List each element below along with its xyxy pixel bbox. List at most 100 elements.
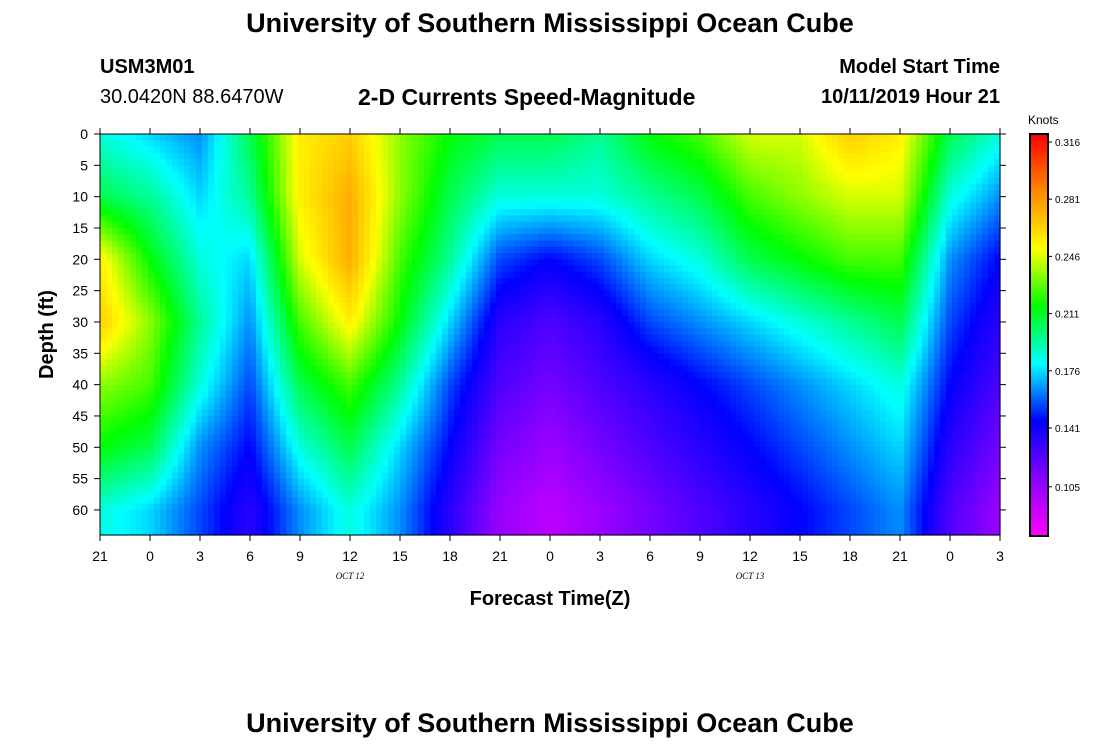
- heatmap-cell: [640, 303, 647, 311]
- heatmap-cell: [652, 284, 659, 292]
- heatmap-cell: [436, 265, 443, 273]
- heatmap-cell: [304, 271, 311, 279]
- heatmap-cell: [460, 309, 467, 317]
- heatmap-cell: [874, 165, 881, 173]
- heatmap-cell: [952, 284, 959, 292]
- heatmap-cell: [454, 278, 461, 285]
- heatmap-cell: [616, 152, 623, 160]
- heatmap-cell: [172, 315, 179, 323]
- heatmap-cell: [190, 253, 197, 260]
- heatmap-cell: [562, 159, 569, 166]
- heatmap-cell: [766, 209, 773, 217]
- heatmap-cell: [700, 140, 707, 148]
- heatmap-cell: [502, 309, 509, 317]
- heatmap-cell: [910, 240, 917, 248]
- heatmap-cell: [640, 184, 647, 191]
- heatmap-cell: [922, 227, 929, 235]
- heatmap-cell: [190, 184, 197, 191]
- heatmap-cell: [418, 146, 425, 154]
- heatmap-cell: [874, 171, 881, 179]
- heatmap-cell: [790, 246, 797, 254]
- heatmap-cell: [988, 296, 995, 304]
- heatmap-cell: [208, 190, 215, 198]
- heatmap-cell: [316, 303, 323, 311]
- heatmap-cell: [910, 246, 917, 254]
- heatmap-cell: [220, 221, 227, 229]
- heatmap-cell: [478, 184, 485, 191]
- heatmap-cell: [706, 146, 713, 154]
- heatmap-cell: [856, 284, 863, 292]
- heatmap-cell: [940, 290, 947, 298]
- heatmap-cell: [814, 321, 821, 329]
- heatmap-cell: [598, 240, 605, 248]
- heatmap-cell: [340, 159, 347, 166]
- heatmap-cell: [838, 290, 845, 298]
- heatmap-cell: [178, 215, 185, 223]
- heatmap-cell: [886, 246, 893, 254]
- heatmap-cell: [934, 321, 941, 329]
- heatmap-cell: [118, 221, 125, 229]
- heatmap-cell: [592, 240, 599, 248]
- heatmap-cell: [304, 315, 311, 323]
- heatmap-cell: [736, 196, 743, 204]
- heatmap-cell: [316, 184, 323, 191]
- heatmap-cell: [388, 146, 395, 154]
- heatmap-cell: [286, 165, 293, 173]
- heatmap-cell: [256, 259, 263, 267]
- heatmap-cell: [196, 159, 203, 166]
- heatmap-cell: [676, 134, 683, 141]
- heatmap-cell: [862, 315, 869, 323]
- heatmap-cell: [700, 253, 707, 260]
- heatmap-cell: [286, 253, 293, 260]
- heatmap-cell: [940, 303, 947, 311]
- heatmap-cell: [628, 253, 635, 260]
- heatmap-cell: [670, 202, 677, 210]
- heatmap-cell: [268, 278, 275, 285]
- heatmap-cell: [586, 265, 593, 273]
- heatmap-cell: [604, 165, 611, 173]
- heatmap-cell: [322, 184, 329, 191]
- heatmap-cell: [358, 190, 365, 198]
- heatmap-cell: [196, 240, 203, 248]
- heatmap-cell: [388, 278, 395, 285]
- heatmap-cell: [898, 334, 905, 342]
- heatmap-cell: [328, 328, 335, 336]
- heatmap-cell: [172, 202, 179, 210]
- heatmap-cell: [514, 334, 521, 342]
- heatmap-cell: [730, 152, 737, 160]
- heatmap-cell: [634, 227, 641, 235]
- heatmap-cell: [574, 221, 581, 229]
- heatmap-cell: [358, 171, 365, 179]
- heatmap-cell: [418, 184, 425, 191]
- heatmap-cell: [526, 315, 533, 323]
- heatmap-cell: [868, 146, 875, 154]
- heatmap-cell: [706, 171, 713, 179]
- heatmap-cell: [646, 321, 653, 329]
- heatmap-cell: [640, 177, 647, 185]
- heatmap-cell: [652, 321, 659, 329]
- heatmap-cell: [268, 340, 275, 348]
- heatmap-cell: [376, 140, 383, 148]
- heatmap-cell: [628, 202, 635, 210]
- heatmap-cell: [442, 171, 449, 179]
- heatmap-cell: [178, 334, 185, 342]
- heatmap-cell: [934, 234, 941, 242]
- heatmap-cell: [712, 140, 719, 148]
- heatmap-cell: [754, 278, 761, 285]
- heatmap-cell: [934, 246, 941, 254]
- heatmap-cell: [676, 190, 683, 198]
- heatmap-cell: [766, 315, 773, 323]
- heatmap-cell: [322, 246, 329, 254]
- heatmap-cell: [928, 140, 935, 148]
- heatmap-cell: [556, 177, 563, 185]
- heatmap-cell: [604, 209, 611, 217]
- heatmap-cell: [538, 152, 545, 160]
- heatmap-cell: [598, 334, 605, 342]
- heatmap-cell: [496, 290, 503, 298]
- heatmap-cell: [904, 171, 911, 179]
- heatmap-cell: [448, 240, 455, 248]
- heatmap-cell: [292, 271, 299, 279]
- heatmap-cell: [406, 209, 413, 217]
- heatmap-cell: [226, 296, 233, 304]
- heatmap-cell: [226, 159, 233, 166]
